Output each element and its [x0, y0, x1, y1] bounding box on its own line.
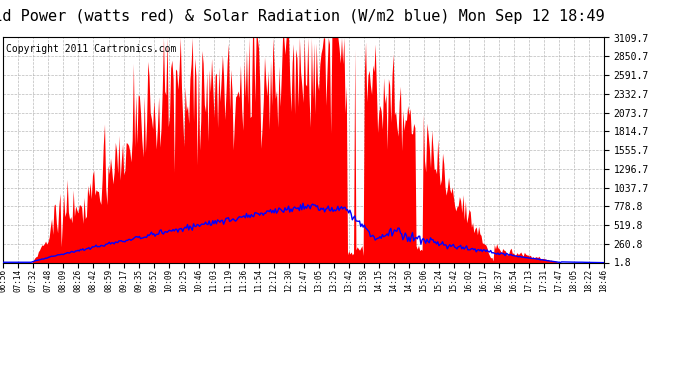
Text: Grid Power (watts red) & Solar Radiation (W/m2 blue) Mon Sep 12 18:49: Grid Power (watts red) & Solar Radiation… [0, 9, 604, 24]
Text: Copyright 2011 Cartronics.com: Copyright 2011 Cartronics.com [6, 44, 177, 54]
